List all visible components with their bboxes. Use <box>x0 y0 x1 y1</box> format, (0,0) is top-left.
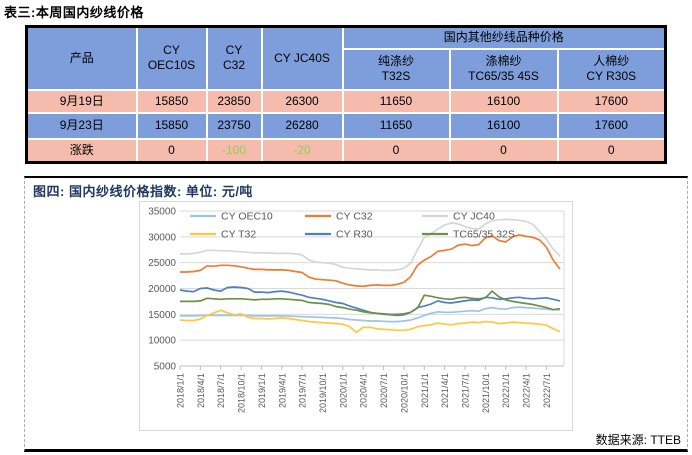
series-line-cy-jc40 <box>180 218 561 272</box>
table-cell: 11650 <box>341 111 451 140</box>
product-header: 产品 <box>25 25 138 91</box>
price-table-body: 产品 CY OEC10S CY C32 CY JC40S 国内其他纱线品种价格 纯涤纱 T32S… <box>25 25 667 164</box>
row-label: 涨跌 <box>25 137 138 164</box>
x-axis-label: 2018/4/1 <box>196 373 206 408</box>
y-axis-label: 35000 <box>148 207 176 218</box>
chart-canvas: 35000300002500020000150001000050002018/1… <box>148 207 565 413</box>
table-cell: 23750 <box>205 111 263 140</box>
x-axis-label: 2020/10/1 <box>399 373 409 413</box>
table-cell: -20 <box>260 137 344 164</box>
table-cell: 15850 <box>135 88 208 114</box>
table-cell: 26280 <box>260 111 344 140</box>
table-cell: -100 <box>205 137 263 164</box>
legend-label: CY C32 <box>336 211 373 223</box>
x-axis-label: 2019/10/1 <box>318 373 328 413</box>
column-header-1: CY C32 <box>205 25 263 91</box>
table-cell: 17600 <box>556 111 667 140</box>
table-cell: 0 <box>135 137 208 164</box>
x-axis-label: 2021/10/1 <box>481 373 491 413</box>
table-cell: 23850 <box>205 88 263 114</box>
table-cell: 16100 <box>448 111 559 140</box>
y-axis-label: 10000 <box>148 336 176 347</box>
x-axis-label: 2022/1/1 <box>501 373 511 408</box>
y-axis-label: 20000 <box>148 284 176 295</box>
table-cell: 17600 <box>556 88 667 114</box>
legend-label: CY OEC10 <box>221 211 273 223</box>
table-cell: 15850 <box>135 111 208 140</box>
series-line-cy-c32 <box>180 233 561 288</box>
sub-column-header-0: 纯涤纱 T32S <box>341 47 451 91</box>
legend-label: CY T32 <box>221 229 256 241</box>
sub-column-header-2: 人棉纱 CY R30S <box>556 47 667 91</box>
x-axis-label: 2019/1/1 <box>257 373 267 408</box>
x-axis-label: 2018/10/1 <box>237 373 247 413</box>
y-axis-label: 25000 <box>148 258 176 269</box>
table-cell: 0 <box>448 137 559 164</box>
column-header-2: CY JC40S <box>260 25 344 91</box>
table-cell: 11650 <box>341 88 451 114</box>
series-line-tc65-35-32s <box>180 290 561 316</box>
legend-label: CY R30 <box>336 229 373 241</box>
x-axis-label: 2020/7/1 <box>379 373 389 408</box>
group-header: 国内其他纱线品种价格 <box>341 25 667 50</box>
sub-column-header-1: 涤棉纱 TC65/35 45S <box>448 47 559 91</box>
y-axis-label: 15000 <box>148 310 176 321</box>
x-axis-label: 2018/7/1 <box>216 373 226 408</box>
yarn-price-chart: 35000 30000 25000 20000 15000 10000 5000 2018/1… <box>139 201 573 431</box>
figure-title: 图四: 国内纱线价格指数: 单位: 元/吨 <box>33 184 253 199</box>
y-axis-label: 5000 <box>154 362 177 373</box>
x-axis-label: 2021/1/1 <box>420 373 430 408</box>
row-label: 9月19日 <box>25 88 138 114</box>
y-axis-label: 30000 <box>148 232 176 243</box>
table-cell: 26300 <box>260 88 344 114</box>
table-cell: 16100 <box>448 88 559 114</box>
table-title: 表三:本周国内纱线价格 <box>4 5 144 20</box>
table-cell: 0 <box>556 137 667 164</box>
table-cell: 0 <box>341 137 451 164</box>
column-header-0: CY OEC10S <box>135 25 208 91</box>
legend-label: TC65/35 32S <box>453 229 515 241</box>
x-axis-label: 2022/4/1 <box>522 373 532 408</box>
x-axis-label: 2020/1/1 <box>338 373 348 408</box>
price-table: 产品 CY OEC10S CY C32 CY JC40S 国内其他纱线品种价格 纯涤纱 T32S… <box>25 25 667 164</box>
x-axis-label: 2019/7/1 <box>298 373 308 408</box>
x-axis-label: 2021/7/1 <box>461 373 471 408</box>
x-axis-label: 2018/1/1 <box>176 373 186 408</box>
x-axis-label: 2020/4/1 <box>359 373 369 408</box>
data-source-label: 数据来源: TTEB <box>595 433 681 447</box>
x-axis-label: 2019/4/1 <box>277 373 287 408</box>
row-label: 9月23日 <box>25 111 138 140</box>
x-axis-label: 2021/4/1 <box>440 373 450 408</box>
series-line-cy-t32 <box>179 309 561 334</box>
series-line-cy-r30 <box>179 286 561 317</box>
legend-label: CY JC40 <box>453 211 495 223</box>
figure-panel: 图四: 国内纱线价格指数: 单位: 元/吨 35000 30000 25000 200… <box>24 176 688 452</box>
x-axis-label: 2022/7/1 <box>542 373 552 408</box>
